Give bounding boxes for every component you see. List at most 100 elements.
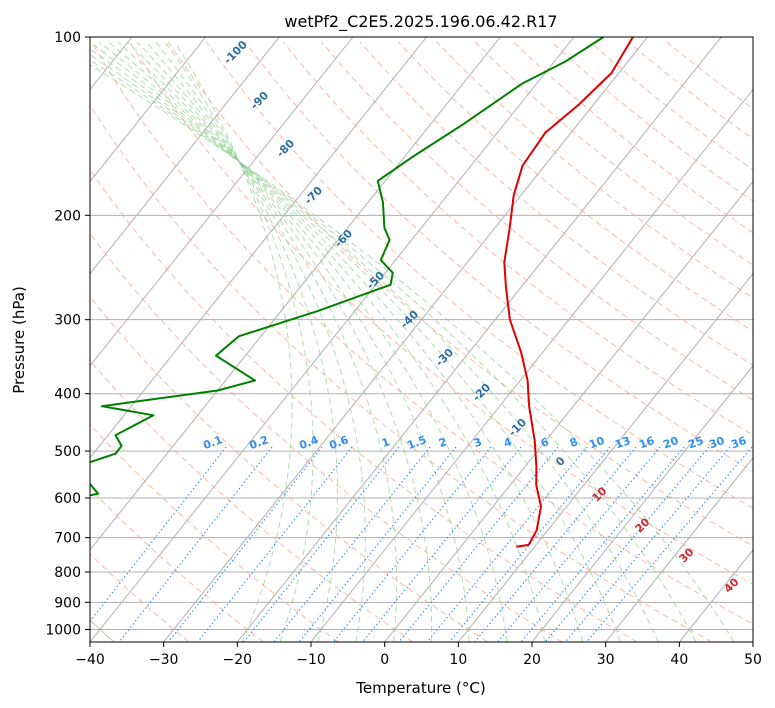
dry-adiabat [90,359,414,642]
dry-adiabat [359,41,753,366]
mixing-ratio-line [118,446,273,642]
dry-adiabat [129,41,753,586]
dry-adiabat [167,41,753,547]
isotherm-line [605,457,753,642]
sounding-profiles [90,37,634,548]
y-axis-label: Pressure (hPa) [10,286,28,394]
chart-title: wetPf2_C2E5.2025.196.06.42.R17 [284,12,557,32]
dry-adiabat [91,41,753,625]
temperature-profile [503,37,634,548]
mixing-ratio-line [333,446,492,642]
mixing-ratio-label: 25 [686,434,705,451]
isotherm-line [90,37,428,459]
x-tick-label: 40 [670,652,688,668]
moist-adiabat [155,41,338,642]
dry-adiabat [90,553,190,642]
mixing-ratio-line [90,446,227,623]
dry-adiabat [397,41,753,332]
mixing-ratio-label: 36 [729,434,748,452]
mixing-ratio-label: 20 [661,434,680,452]
moist-adiabat [127,41,433,642]
mixing-ratio-label: 8 [568,435,580,450]
isotherm-line [90,37,354,367]
skewed-isotherms [90,37,753,642]
x-tick-label: −30 [149,652,179,668]
x-axis-label: Temperature (°C) [355,679,485,697]
moist-adiabat [174,41,293,642]
dewpoint-profile [90,37,605,497]
y-axis-ticks: 100 200 300 400 500 600 700 800 900 1000 [45,30,90,638]
dry-adiabat [436,41,753,299]
y-tick-label: 300 [54,313,81,329]
mixing-ratio-line [544,446,710,642]
isotherm-line [457,272,753,642]
x-tick-label: −20 [223,652,253,668]
y-tick-label: 600 [54,491,81,507]
mixing-ratio-label: 6 [539,435,551,450]
mixing-ratio-label: 4 [502,435,514,450]
dry-adiabat [90,296,488,642]
y-tick-label: 500 [54,444,81,460]
x-tick-label: 10 [449,652,467,668]
mixing-ratio-label: 16 [637,434,656,452]
mixing-ratio-line [273,446,431,642]
isotherm-line [163,37,649,642]
plot-frame [89,36,754,643]
mixing-ratio-label: 2 [437,435,449,450]
mixing-ratio-lines [90,446,753,642]
mixing-ratio-line [298,446,457,642]
y-tick-label: 700 [54,531,81,547]
mixing-ratio-label: 1 [380,435,392,450]
mixing-ratio-line [167,446,323,642]
moist-adiabat [164,41,314,642]
mixing-ratio-line [564,446,731,642]
moist-adiabat [90,48,621,642]
x-axis-ticks: −40 −30 −20 −10 0 10 20 30 40 50 [75,642,762,668]
x-tick-label: 20 [523,652,541,668]
mixing-ratio-label: 3 [472,435,484,450]
x-tick-label: −10 [296,652,326,668]
mixing-ratio-label: 30 [707,434,726,452]
isotherm-line [236,37,722,642]
x-tick-label: 30 [597,652,615,668]
mixing-ratio-label: 10 [587,434,606,452]
moist-adiabat [90,41,584,642]
mixing-ratio-line [243,446,400,642]
mixing-ratio-line [362,446,522,642]
moist-adiabat [90,64,735,642]
y-tick-label: 900 [54,595,81,611]
mixing-ratio-label: 0.6 [327,433,350,452]
moist-adiabats [90,41,735,642]
y-tick-label: 1000 [45,622,81,638]
mixing-ratio-label: 1.5 [405,433,428,452]
mixing-ratio-line [197,446,353,642]
moist-adiabat [117,41,470,642]
dry-adiabat [90,232,563,642]
mixing-ratio-label: 13 [613,434,632,451]
isotherm-line [90,37,280,275]
isotherm-line [90,37,575,642]
moist-adiabat [99,41,546,642]
y-tick-label: 200 [54,208,81,224]
x-tick-label: 50 [744,652,762,668]
isotherm-line [531,364,753,642]
mixing-ratio-label: 0.4 [297,433,320,452]
mixing-ratio-line [586,446,753,642]
moist-adiabat [108,41,508,642]
mixing-ratio-label: 0.1 [201,433,224,452]
y-tick-label: 100 [54,30,81,46]
isotherm-line [90,37,207,183]
isotherm-line [90,37,501,551]
mixing-ratio-label: 0.2 [247,433,270,452]
moist-adiabat [90,59,697,642]
x-tick-label: 0 [380,652,389,668]
dry-adiabat [90,168,638,642]
moist-adiabat [146,41,366,642]
moist-adiabat [90,54,659,642]
y-tick-label: 400 [54,387,81,403]
dry-adiabat [90,423,339,642]
y-tick-label: 800 [54,565,81,581]
isotherm-line [384,180,753,642]
